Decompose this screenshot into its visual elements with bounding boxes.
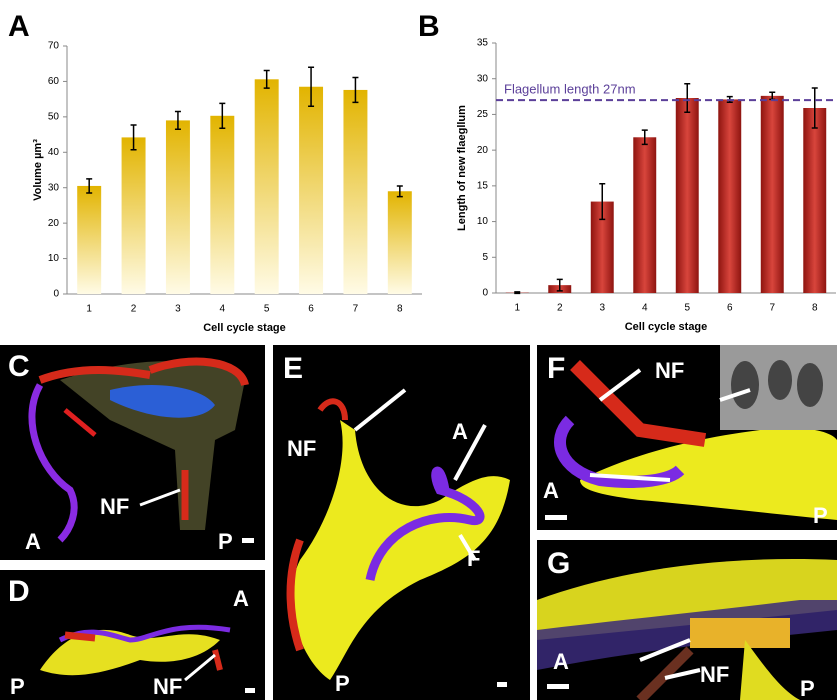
annotation: A bbox=[233, 586, 249, 611]
bar bbox=[77, 186, 101, 294]
x-tick-label: 7 bbox=[769, 303, 775, 314]
annotation: A bbox=[553, 649, 569, 674]
x-axis-label: Cell cycle stage bbox=[625, 321, 708, 333]
bar bbox=[803, 108, 826, 293]
x-tick-label: 7 bbox=[353, 304, 359, 315]
panel-d: D A P NF bbox=[0, 570, 265, 700]
x-tick-label: 4 bbox=[642, 303, 648, 314]
x-tick-label: 5 bbox=[264, 304, 270, 315]
annotation: P bbox=[335, 671, 350, 696]
y-tick-label: 70 bbox=[48, 41, 60, 52]
annotation: P bbox=[218, 529, 233, 554]
annotation: F bbox=[467, 546, 480, 571]
bar bbox=[676, 98, 699, 293]
y-axis-label: Volume µm³ bbox=[32, 139, 44, 201]
annotation: A bbox=[452, 419, 468, 444]
annotation: NF bbox=[700, 662, 729, 687]
bar bbox=[255, 79, 279, 294]
panel-label: B bbox=[418, 10, 440, 43]
y-tick-label: 35 bbox=[477, 38, 489, 49]
x-tick-label: 3 bbox=[599, 303, 605, 314]
panel-label: A bbox=[8, 10, 30, 43]
x-tick-label: 8 bbox=[812, 303, 818, 314]
x-tick-label: 4 bbox=[220, 304, 226, 315]
x-tick-label: 6 bbox=[727, 303, 733, 314]
annotation: NF bbox=[100, 494, 129, 519]
y-axis-label: Length of new flaegllum bbox=[456, 105, 468, 231]
panel-label: C bbox=[8, 350, 30, 383]
x-tick-label: 1 bbox=[514, 303, 520, 314]
annotation: A bbox=[25, 529, 41, 554]
panel-g: G A NF P bbox=[537, 540, 837, 700]
bar bbox=[299, 87, 323, 294]
y-tick-label: 10 bbox=[48, 253, 60, 264]
y-tick-label: 50 bbox=[48, 111, 60, 122]
error-bar bbox=[514, 292, 520, 293]
annotation: P bbox=[813, 503, 828, 528]
x-tick-label: 2 bbox=[131, 304, 137, 315]
panel-label: D bbox=[8, 575, 30, 608]
y-tick-label: 30 bbox=[48, 182, 60, 193]
y-tick-label: 15 bbox=[477, 180, 489, 191]
y-tick-label: 0 bbox=[53, 289, 59, 300]
annotation: NF bbox=[287, 436, 316, 461]
bar bbox=[122, 137, 146, 294]
y-tick-label: 5 bbox=[482, 252, 488, 263]
x-tick-label: 1 bbox=[86, 304, 92, 315]
x-axis-label: Cell cycle stage bbox=[203, 322, 286, 334]
bar bbox=[388, 191, 412, 294]
reference-label: Flagellum length 27nm bbox=[504, 82, 636, 97]
annotation: A bbox=[543, 478, 559, 503]
x-tick-label: 5 bbox=[684, 303, 690, 314]
y-tick-label: 30 bbox=[477, 73, 489, 84]
bar bbox=[166, 120, 190, 294]
bar bbox=[633, 137, 656, 293]
bar bbox=[761, 96, 784, 293]
bar bbox=[718, 99, 741, 293]
annotation: P bbox=[10, 674, 25, 699]
bar bbox=[210, 116, 234, 294]
annotation: NF bbox=[655, 358, 684, 383]
x-tick-label: 6 bbox=[308, 304, 314, 315]
y-tick-label: 20 bbox=[477, 145, 489, 156]
x-tick-label: 2 bbox=[557, 303, 563, 314]
x-tick-label: 8 bbox=[397, 304, 403, 315]
figure: C NF A P D A P NF E NF A F P F NF A P G … bbox=[0, 0, 837, 700]
y-tick-label: 25 bbox=[477, 109, 489, 120]
bar bbox=[343, 90, 367, 294]
panel-label: F bbox=[547, 352, 565, 385]
x-tick-label: 3 bbox=[175, 304, 181, 315]
y-tick-label: 10 bbox=[477, 216, 489, 227]
y-tick-label: 0 bbox=[482, 288, 488, 299]
annotation: P bbox=[800, 676, 815, 700]
annotation: NF bbox=[153, 674, 182, 699]
panel-e: E NF A F P bbox=[273, 345, 530, 700]
panel-label: G bbox=[547, 547, 570, 580]
y-tick-label: 20 bbox=[48, 218, 60, 229]
y-tick-label: 40 bbox=[48, 147, 60, 158]
y-tick-label: 60 bbox=[48, 76, 60, 87]
panel-f: F NF A P bbox=[537, 345, 837, 530]
panel-c: C NF A P bbox=[0, 345, 265, 560]
panel-label: E bbox=[283, 352, 303, 385]
